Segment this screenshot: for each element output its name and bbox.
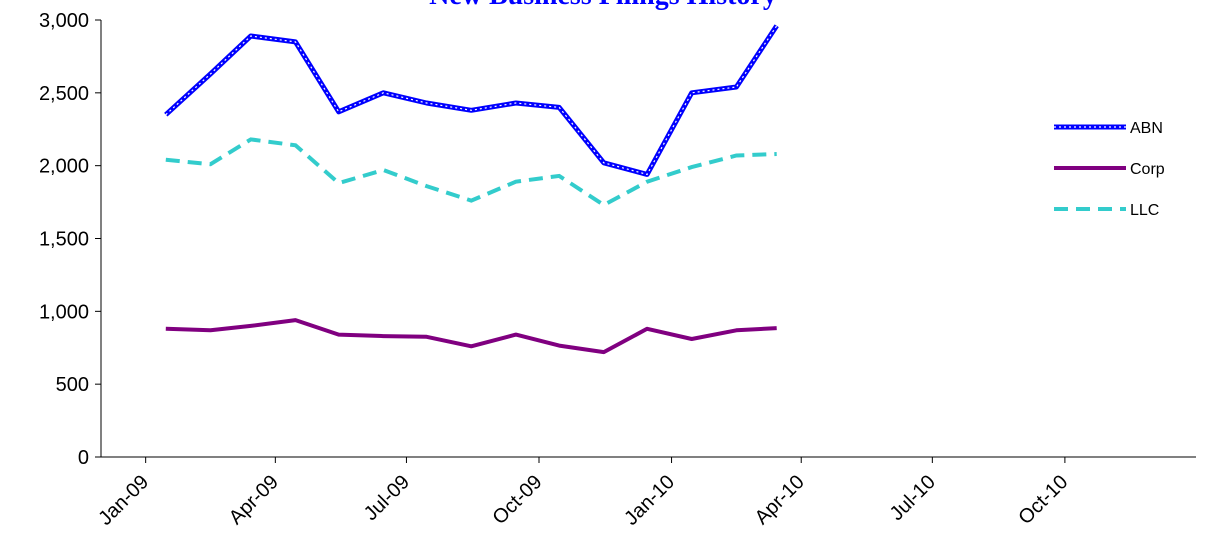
legend: ABN Corp LLC [1054,120,1165,219]
legend-item-abn: ABN [1054,120,1163,137]
x-axis-ticks: Jan-09 Apr-09 Jul-09 Oct-09 Jan-10 Apr-10 Jul-… [94,457,1072,530]
y-tick-label: 500 [56,374,89,396]
series-llc [165,137,777,208]
x-tick-label: Jan-09 [94,471,153,530]
x-tick-label: Oct-09 [489,471,547,529]
y-tick-label: 3,000 [39,10,89,32]
legend-label: LLC [1130,202,1159,219]
series-line-llc [165,137,777,208]
x-axis: Jan-09 Apr-09 Jul-09 Oct-09 Jan-10 Apr-10 Jul-… [94,456,1196,530]
legend-label: Corp [1130,161,1165,178]
x-tick-label: Oct-10 [1014,471,1072,529]
x-tick-label: Jan-10 [620,471,679,530]
x-tick-label: Jul-10 [886,471,940,525]
x-tick-label: Apr-09 [225,471,283,529]
legend-label: ABN [1130,120,1163,137]
y-axis: 0 500 1,000 1,500 2,000 2,500 3,000 [39,10,102,469]
series-line-abn-dots [165,25,778,176]
y-tick-label: 1,500 [39,229,89,251]
y-tick-label: 2,000 [39,156,89,178]
series-lines [164,24,779,355]
y-axis-ticks: 0 500 1,000 1,500 2,000 2,500 3,000 [39,10,101,469]
legend-item-llc: LLC [1054,202,1159,219]
series-line-abn [164,24,779,177]
y-tick-label: 2,500 [39,83,89,105]
y-tick-label: 0 [78,447,89,469]
chart-title: New Business Filings History [429,0,777,11]
x-tick-label: Jul-09 [360,471,414,525]
series-abn [164,24,779,177]
series-corp [165,318,777,355]
legend-item-corp: Corp [1054,161,1165,178]
series-line-corp [165,318,777,355]
x-tick-label: Apr-10 [751,471,809,529]
y-tick-label: 1,000 [39,301,89,323]
